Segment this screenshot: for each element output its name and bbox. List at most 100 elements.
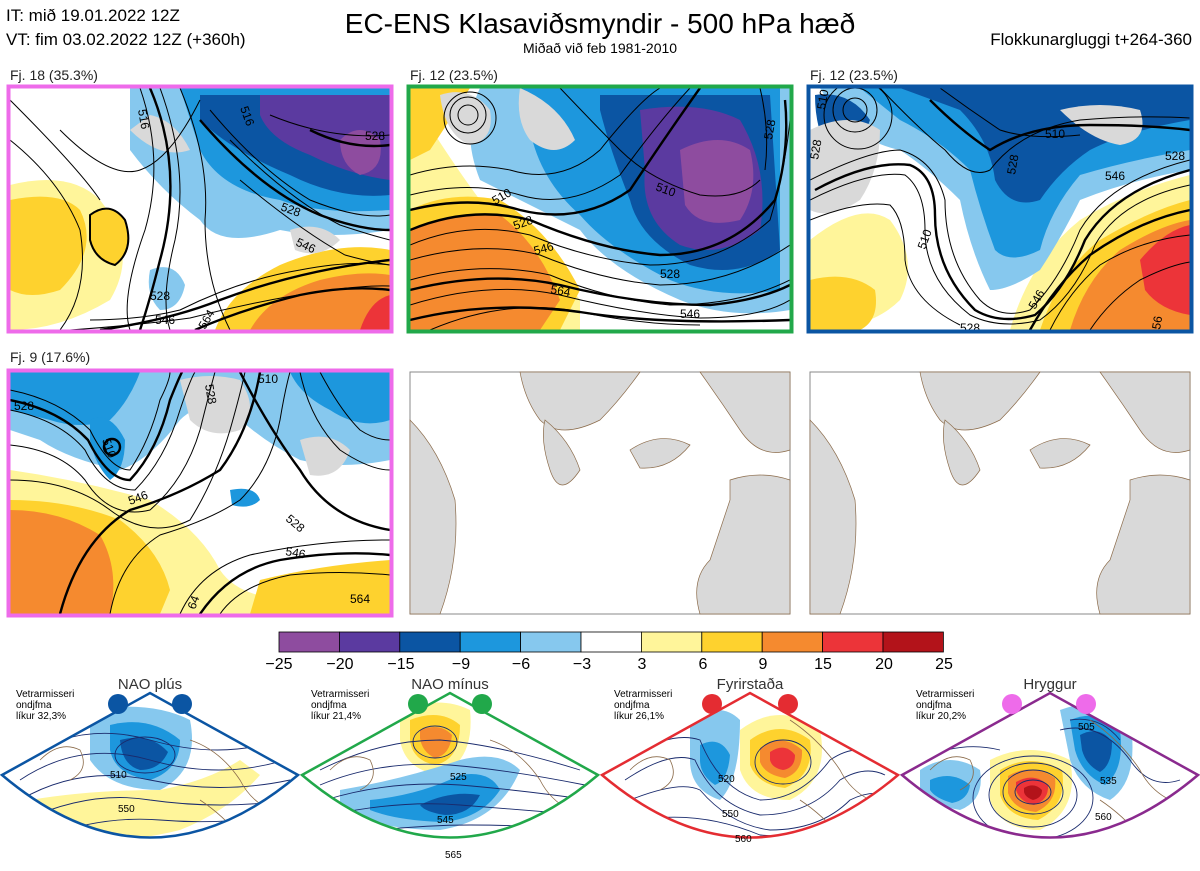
colorbar: [278, 631, 944, 653]
colorbar-tick-5: −6: [511, 656, 531, 673]
page-subtitle: Miðað við feb 1981-2010: [522, 40, 678, 56]
regime-4-dot-right: [1076, 694, 1096, 714]
p3-contour-label-1: 510: [814, 88, 831, 110]
p2-contour-label-5: 528: [660, 267, 680, 281]
regime-4-info-line-1: Vetrarmisseri: [916, 689, 975, 700]
colorbar-tick-7: 3: [637, 656, 647, 673]
regime-1-info: Vetrarmisseri ondjfma líkur 32,3%: [16, 689, 96, 722]
colorbar-tick-8: 6: [698, 656, 708, 673]
colorbar-tick-12: 25: [935, 656, 953, 673]
p4-contour-label-2: 510: [99, 436, 119, 460]
p4-contour-label-8: 510: [258, 372, 278, 386]
regime-3-info-line-3: líkur 26,1%: [614, 711, 665, 722]
empty-map-6: [809, 371, 1191, 615]
regime-3-border: [599, 691, 901, 839]
regime-1-label-2: 550: [118, 804, 135, 815]
colorbar-tick-2: −20: [326, 656, 354, 673]
regime-3-info-line-1: Vetrarmisseri: [614, 689, 673, 700]
regime-1-border: [0, 691, 301, 839]
regime-2-info-line-3: líkur 21,4%: [311, 711, 362, 722]
colorbar-tick-3: −15: [387, 656, 415, 673]
regime-4-info-line-3: líkur 20,2%: [916, 711, 967, 722]
regime-2-info-line-1: Vetrarmisseri: [311, 689, 370, 700]
regime-2-label-2: 545: [437, 815, 454, 826]
p3-contour-label-2: 528: [807, 138, 824, 160]
colorbar-swatch: [822, 631, 884, 653]
regime-2-info: Vetrarmisseri ondjfma líkur 21,4%: [311, 689, 391, 722]
p2-contour-label-6: 546: [680, 307, 700, 321]
regime-2-label-3: 565: [445, 850, 462, 861]
valid-time: VT: fim 03.02.2022 12Z (+360h): [6, 30, 246, 49]
panel-4-border: [6, 368, 394, 618]
p4-contour-label-4: 546: [126, 488, 150, 508]
regime-4-info-line-2: ondjfma: [916, 700, 952, 711]
colorbar-swatch: [399, 631, 461, 653]
regime-4-label-1: 505: [1078, 722, 1095, 733]
regime-2-name: NAO mínus: [411, 676, 489, 693]
regime-2-dot-right: [472, 694, 492, 714]
regime-4-name: Hryggur: [1023, 676, 1077, 693]
colorbar-tick-6: −3: [572, 656, 592, 673]
colorbar-swatch: [641, 631, 703, 653]
regime-2-dot-left: [408, 694, 428, 714]
panel-1-border: [6, 84, 394, 334]
p2-contour-label-3: 546: [532, 239, 555, 258]
colorbar-swatch: [459, 631, 522, 653]
p4-contour-label-5: 546: [284, 544, 306, 561]
classification-window: Flokkunargluggi t+264-360: [990, 30, 1192, 49]
regime-3-label-2: 550: [722, 809, 739, 820]
p2-contour-label-8: 528: [761, 118, 778, 140]
initial-time: IT: mið 19.01.2022 12Z: [6, 6, 180, 25]
colorbar-tick-11: 20: [875, 656, 893, 673]
panel-1-label: Fj. 18 (35.3%): [10, 67, 98, 83]
regime-3-dot-left: [702, 694, 722, 714]
p1-contour-label-1: 516: [135, 108, 152, 130]
colorbar-swatch: [701, 631, 763, 653]
regime-3-name: Fyrirstaða: [716, 676, 784, 693]
regime-3-info: Vetrarmisseri ondjfma líkur 26,1%: [614, 689, 694, 722]
regime-4-dot-left: [1002, 694, 1022, 714]
p3-contour-label-4: 528: [960, 321, 980, 335]
p4-contour-label-6: 564: [350, 592, 370, 606]
empty-map-5: [409, 371, 791, 615]
colorbar-tick-10: 15: [814, 656, 832, 673]
p1-contour-label-5: 516: [237, 104, 257, 128]
panel-2-label: Fj. 12 (23.5%): [410, 67, 498, 83]
cluster-map-1: 516 528 546 564 516 528 546 528: [10, 88, 390, 330]
colorbar-swatch: [882, 631, 944, 653]
regime-1-info-line-1: Vetrarmisseri: [16, 689, 75, 700]
panel-2-border: [406, 84, 794, 334]
p3-contour-label-7: 546: [1105, 169, 1125, 183]
regime-4-label-3: 560: [1095, 812, 1112, 823]
cluster-map-3: 510 528 546 528 510 528 546 56 510 528: [807, 88, 1190, 335]
colorbar-tick-1: −25: [265, 656, 293, 673]
panel-4-label: Fj. 9 (17.6%): [10, 349, 91, 365]
regime-1-label-1: 510: [110, 770, 127, 781]
p3-contour-label-5: 510: [1045, 127, 1065, 141]
colorbar-swatch: [338, 631, 401, 653]
colorbar-swatch: [278, 631, 340, 653]
regime-4-label-2: 535: [1100, 776, 1117, 787]
regime-3-dot-right: [778, 694, 798, 714]
p1-contour-label-3: 546: [155, 313, 175, 327]
regime-1-info-line-3: líkur 32,3%: [16, 711, 67, 722]
regime-3-label-1: 520: [718, 774, 735, 785]
p1-contour-label-2: 528: [150, 289, 170, 303]
regime-1-name: NAO plús: [117, 676, 183, 693]
p4-contour-label-7: 64: [185, 593, 203, 611]
p2-contour-label-4: 564: [549, 282, 571, 299]
p2-contour-label-2: 528: [511, 213, 535, 233]
regime-1-dot-left: [108, 694, 128, 714]
p2-contour-label-7: 510: [654, 180, 678, 200]
p4-contour-label-1: 528: [14, 399, 34, 413]
panel-3-label: Fj. 12 (23.5%): [810, 67, 898, 83]
regime-3-info-line-2: ondjfma: [614, 700, 650, 711]
cluster-map-4: 528 510 528 546 546 564 64 510 528: [10, 372, 390, 614]
regime-4-info: Vetrarmisseri ondjfma líkur 20,2%: [916, 689, 996, 722]
regime-4-border: [899, 691, 1200, 839]
colorbar-swatch: [520, 631, 582, 653]
regime-2-label-1: 525: [450, 772, 467, 783]
cluster-map-2: 510 528 546 564 528 546 510 528: [410, 88, 790, 330]
page-title: EC-ENS Klasaviðsmyndir - 500 hPa hæð: [344, 8, 856, 39]
regime-2-info-line-2: ondjfma: [311, 700, 347, 711]
